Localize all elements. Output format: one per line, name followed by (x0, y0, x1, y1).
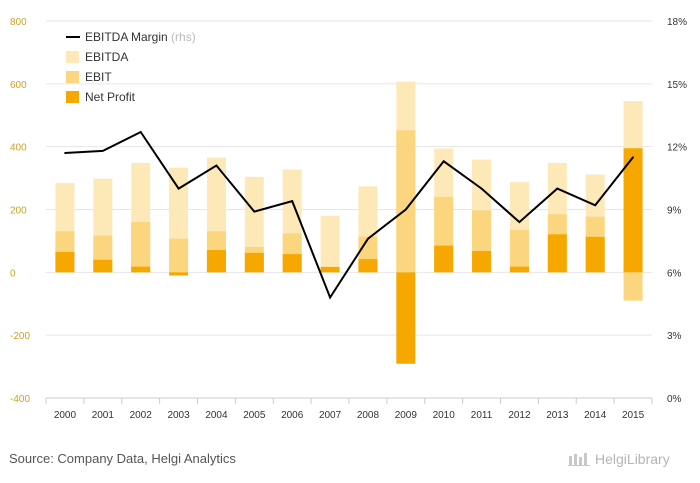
margin-point-2013 (556, 187, 559, 190)
x-tick-label: 2009 (395, 410, 418, 421)
bar-net-profit-2003 (169, 272, 189, 276)
margin-point-2014 (594, 204, 596, 207)
margin-point-2002 (139, 131, 142, 133)
y-right-tick-label: 18% (667, 17, 687, 28)
bars (55, 81, 643, 364)
margin-point-2015 (632, 156, 634, 158)
margin-point-2007 (329, 296, 331, 299)
bar-net-profit-2004 (206, 250, 226, 273)
x-tick-label: 2000 (54, 410, 77, 421)
x-tick-label: 2005 (243, 410, 266, 421)
logo-text: HelgiLibrary (595, 451, 670, 467)
y-right-tick-label: 6% (667, 268, 682, 279)
y-left-tick-label: 200 (10, 206, 27, 217)
source-note: Source: Company Data, Helgi Analytics (9, 451, 236, 466)
y-left-tick-label: -200 (10, 331, 30, 342)
margin-point-2012 (518, 221, 521, 223)
bar-net-profit-2007 (320, 266, 340, 273)
margin-point-2003 (177, 187, 180, 190)
margin-point-2005 (253, 210, 256, 213)
x-tick-label: 2008 (357, 410, 380, 421)
bar-net-profit-2002 (131, 266, 151, 273)
y-left-tick-label: 800 (10, 17, 27, 28)
bar-net-profit-2006 (282, 254, 302, 273)
y-right-tick-label: 15% (667, 80, 687, 91)
bar-net-profit-2001 (93, 259, 113, 273)
legend-label-ebit: EBIT (85, 70, 112, 84)
helgi-library-logo: HelgiLibrary (568, 451, 670, 467)
legend-label-ebitda-margin: EBITDA Margin (rhs) (85, 30, 196, 44)
margin-point-2004 (215, 164, 218, 167)
x-tick-label: 2001 (92, 410, 115, 421)
margin-line (64, 130, 634, 300)
y-right-tick-label: 9% (667, 206, 682, 217)
bar-net-profit-2010 (434, 245, 454, 273)
bar-net-profit-2014 (585, 236, 605, 273)
bar-net-profit-2012 (509, 266, 529, 273)
margin-point-2011 (480, 187, 483, 190)
x-tick-label: 2002 (130, 410, 153, 421)
x-tick-label: 2007 (319, 410, 342, 421)
legend: EBITDA Margin (rhs) EBITDA EBIT Net Profit (66, 30, 196, 104)
y-left-tick-label: -400 (10, 394, 30, 405)
bar-ebit-2002 (131, 222, 151, 273)
bar-net-profit-2000 (55, 251, 75, 273)
library-icon (568, 453, 590, 466)
bar-net-profit-2008 (358, 259, 378, 273)
x-tick-label: 2014 (584, 410, 607, 421)
bar-net-profit-2013 (547, 234, 567, 273)
x-tick-label: 2012 (508, 410, 531, 421)
tick-labels: -400 -200 0 200 400 600 800 0% 3% 6% 9% 12% 15% 18% 20… (10, 17, 687, 421)
margin-point-2006 (291, 200, 293, 202)
legend-label-ebitda: EBITDA (85, 50, 128, 64)
margin-point-2000 (64, 152, 66, 154)
bar-ebit-2012 (509, 229, 529, 273)
margin-point-2001 (102, 150, 104, 152)
x-tick-label: 2011 (471, 410, 493, 421)
bar-net-profit-2015 (623, 148, 643, 273)
x-tick-label: 2013 (546, 410, 569, 421)
ebitda-margin-line (64, 130, 634, 300)
legend-swatch-net-profit (66, 91, 79, 103)
y-right-tick-label: 3% (667, 331, 682, 342)
y-left-tick-label: 0 (10, 268, 16, 279)
y-right-tick-label: 0% (667, 394, 682, 405)
bar-ebit-2009 (396, 130, 416, 273)
bar-ebit-2003 (169, 238, 189, 273)
x-tick-label: 2003 (167, 410, 190, 421)
chart: -400 -200 0 200 400 600 800 0% 3% 6% 9% 12% 15% 18% 20… (10, 17, 687, 421)
x-tick-label: 2004 (205, 410, 228, 421)
margin-point-2008 (367, 238, 369, 240)
y-left-tick-label: 600 (10, 80, 27, 91)
margin-point-2009 (405, 208, 407, 211)
bar-ebitda-2007 (320, 215, 340, 273)
bar-net-profit-2009 (396, 272, 416, 364)
bar-net-profit-2011 (472, 250, 492, 273)
margin-point-2010 (442, 160, 445, 163)
legend-label-net-profit: Net Profit (85, 90, 136, 104)
y-left-tick-label: 400 (10, 143, 27, 154)
legend-suffix: (rhs) (168, 30, 196, 44)
x-tick-label: 2015 (622, 410, 645, 421)
y-right-tick-label: 12% (667, 143, 687, 154)
legend-swatch-ebit (66, 71, 79, 83)
bar-net-profit-2005 (244, 252, 264, 273)
legend-swatch-ebitda (66, 51, 79, 63)
x-tick-label: 2006 (281, 410, 304, 421)
bar-ebit-2015 (623, 272, 643, 301)
x-tick-label: 2010 (433, 410, 456, 421)
